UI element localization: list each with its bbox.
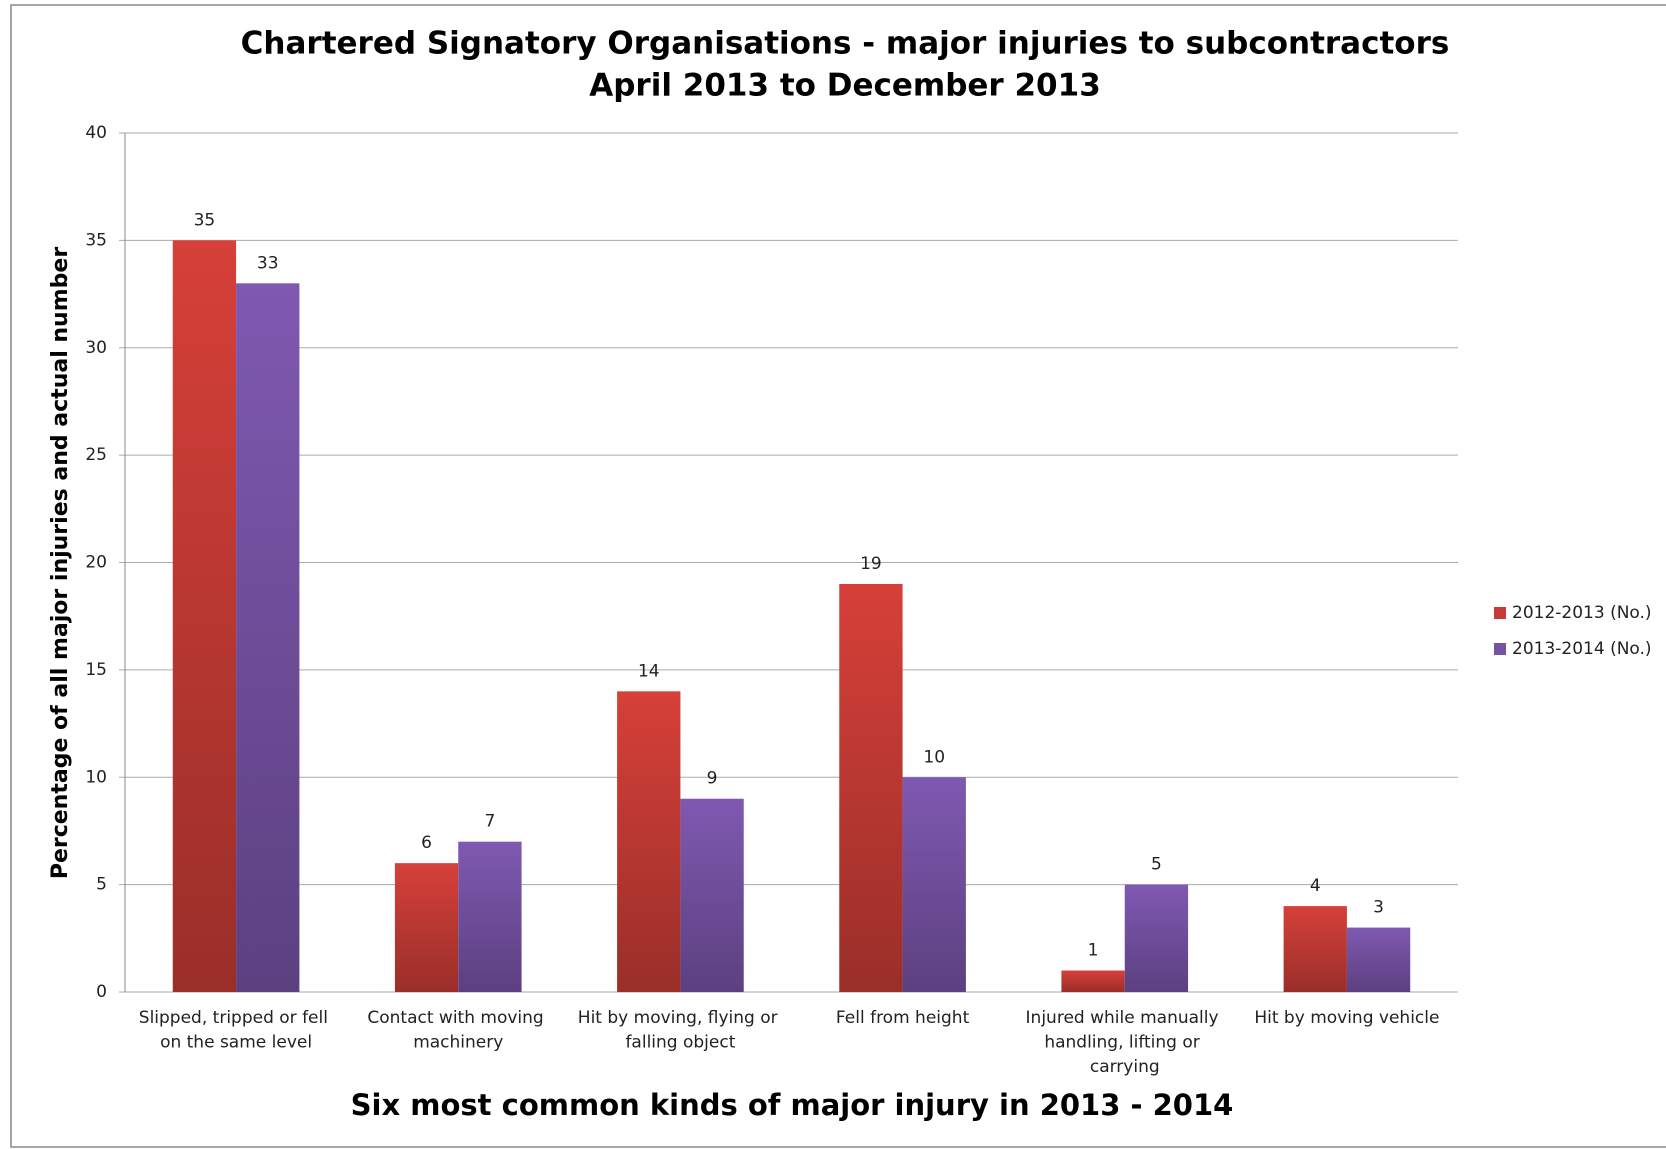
y-tick-label: 5 xyxy=(96,875,107,895)
y-axis-title: Percentage of all major injuries and act… xyxy=(48,247,73,879)
bar xyxy=(1283,906,1347,992)
y-tick-label: 20 xyxy=(85,553,107,573)
bar xyxy=(236,283,300,992)
y-tick-label: 35 xyxy=(85,230,107,250)
y-tick-label: 30 xyxy=(85,338,107,358)
legend-swatch xyxy=(1494,643,1506,655)
y-tick-label: 15 xyxy=(85,660,107,680)
legend-label: 2013-2014 (No.) xyxy=(1512,639,1652,659)
data-label: 4 xyxy=(1310,876,1321,896)
bar xyxy=(1124,884,1189,992)
x-axis-title: Six most common kinds of major injury in… xyxy=(351,1088,1234,1122)
data-label: 14 xyxy=(638,661,660,681)
y-tick-label: 40 xyxy=(85,123,107,143)
x-tick-label: Hit by moving vehicle xyxy=(1254,1008,1439,1028)
legend-swatch xyxy=(1494,607,1506,619)
x-tick-label: Fell from height xyxy=(836,1008,970,1028)
chart-title: Chartered Signatory Organisations - majo… xyxy=(241,26,1450,62)
data-label: 3 xyxy=(1373,898,1384,918)
data-label: 6 xyxy=(421,833,432,853)
bar xyxy=(1061,970,1125,992)
data-label: 9 xyxy=(707,769,718,789)
data-label: 7 xyxy=(484,812,495,832)
data-label: 33 xyxy=(257,253,279,273)
x-tick-label: Hit by moving, flying or falling object xyxy=(578,1008,783,1053)
bar xyxy=(1346,927,1411,992)
data-label: 35 xyxy=(194,210,216,230)
y-tick-label: 25 xyxy=(85,445,107,465)
data-label: 10 xyxy=(923,747,945,767)
x-tick-label: Slipped, tripped or fell on the same lev… xyxy=(139,1008,334,1053)
legend-label: 2012-2013 (No.) xyxy=(1512,603,1652,623)
y-tick-label: 0 xyxy=(96,982,107,1002)
bar xyxy=(902,777,966,992)
bar xyxy=(680,798,744,992)
chart-subtitle: April 2013 to December 2013 xyxy=(589,68,1101,104)
y-tick-label: 10 xyxy=(85,767,107,787)
bar xyxy=(617,691,681,992)
data-label: 19 xyxy=(860,554,882,574)
bar xyxy=(458,841,522,992)
bar xyxy=(172,240,237,992)
bar xyxy=(394,863,459,992)
bar xyxy=(839,583,903,992)
x-tick-label: Injured while manually handling, lifting… xyxy=(1026,1008,1224,1077)
data-label: 1 xyxy=(1088,941,1099,961)
data-label: 5 xyxy=(1151,855,1162,875)
x-tick-label: Contact with moving machinery xyxy=(367,1008,549,1053)
